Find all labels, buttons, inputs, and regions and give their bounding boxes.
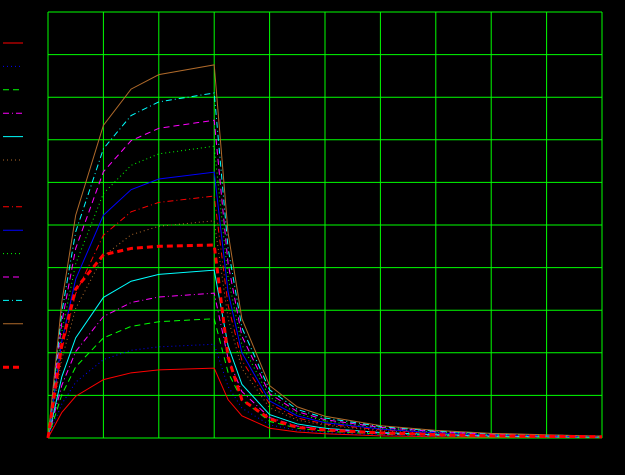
series-line (47, 318, 603, 439)
series-line (47, 119, 603, 439)
series-line (47, 292, 603, 439)
series-line (47, 195, 603, 439)
series-line (46, 243, 603, 439)
series-line (47, 220, 603, 439)
series-line (47, 367, 603, 439)
series-line (47, 64, 603, 439)
series-line (47, 343, 603, 439)
series-line (47, 269, 603, 439)
series-line (47, 92, 603, 439)
series-line (47, 171, 603, 439)
